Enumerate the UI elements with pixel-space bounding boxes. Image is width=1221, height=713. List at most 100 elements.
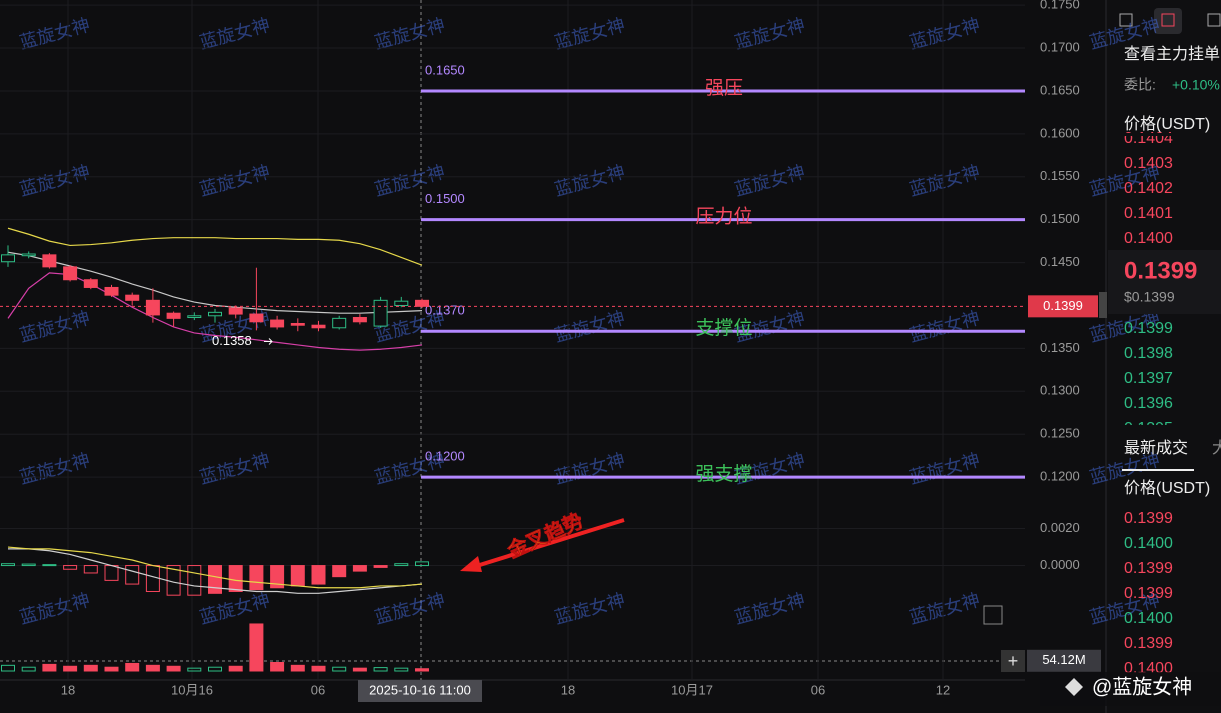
last-price-label: 0.1399 (1043, 298, 1083, 313)
macd-bar (394, 563, 409, 567)
y-tick-label: 0.0000 (1040, 557, 1080, 572)
x-tick-label: 10月16 (171, 682, 213, 697)
volume-bar (104, 666, 119, 672)
panel-text: 0.1396 (1124, 395, 1173, 412)
macd-bar (42, 564, 57, 567)
x-tick-label: 06 (811, 682, 825, 697)
last-bg (1108, 250, 1221, 314)
collapse-tab[interactable] (1099, 292, 1107, 318)
panel-text: 0.1400 (1124, 610, 1173, 627)
volume-bar (290, 664, 305, 672)
orderbook-panel (1106, 0, 1221, 713)
candle-body (352, 316, 367, 323)
volume-bar (228, 665, 243, 672)
chart: 18 10月16 06 18 10月17 06 12 2025-10-16 11:00 0.17… (0, 0, 1101, 702)
panel-text: 大 (1212, 439, 1221, 457)
panel-text: 0.1403 (1124, 155, 1173, 172)
crosshair-time-box (358, 680, 482, 702)
candle-body (290, 322, 305, 326)
indicator-line (8, 548, 423, 594)
candle-body (125, 294, 140, 301)
icon[interactable] (1119, 13, 1133, 27)
icon-active[interactable] (1154, 8, 1182, 34)
level-annotation: 压力位 (695, 206, 752, 228)
level-annotation: 强支撑 (695, 463, 752, 485)
y-tick-label: 0.1600 (1040, 125, 1080, 140)
candle-body (249, 313, 264, 323)
volume-bar (373, 667, 388, 672)
expand-icon[interactable] (983, 605, 1003, 625)
macd-bar (63, 565, 78, 570)
add-button[interactable] (1001, 650, 1025, 672)
candle-body (21, 253, 36, 257)
y-tick-label: 0.1550 (1040, 168, 1080, 183)
candle-body (1, 254, 15, 263)
candle-body (311, 324, 326, 329)
x-tick-label: 06 (311, 682, 325, 697)
macd-bar (228, 565, 243, 592)
icon[interactable] (1207, 13, 1221, 27)
x-tick-label: 18 (61, 682, 75, 697)
indicator-line (7, 227, 423, 266)
y-tick-label: 0.1450 (1040, 254, 1080, 269)
x-tick-label: 10月17 (671, 682, 713, 697)
candle-body (270, 319, 285, 328)
volume-bar (42, 663, 57, 672)
x-tick-label: 12 (936, 682, 950, 697)
macd-bar (125, 565, 140, 585)
last-price-tag (1028, 295, 1098, 318)
panel-text: 委比: (1124, 77, 1156, 93)
volume-bar (145, 664, 160, 672)
macd-bar (373, 565, 388, 568)
x-tick-label: 18 (561, 682, 575, 697)
level-annotation: 强压 (705, 78, 743, 99)
volume-bar (352, 667, 367, 672)
panel-text: 0.1399 (1124, 635, 1173, 652)
panel-text: 0.1402 (1124, 180, 1173, 197)
candle-body (166, 312, 181, 319)
candle-body (187, 315, 202, 318)
candle-body (83, 279, 98, 288)
volume-bar (311, 665, 326, 672)
panel-text: 0.1400 (1124, 230, 1173, 247)
asks-cover (1108, 133, 1221, 136)
volume-bar (21, 666, 36, 672)
panel-icons (1119, 8, 1221, 34)
candle-body (42, 254, 57, 268)
panel-text: 0.1404 (1124, 130, 1173, 147)
panel-text: 0.1400 (1124, 535, 1173, 552)
icon[interactable] (1161, 13, 1175, 27)
panel-text: +0.10% (1172, 77, 1220, 93)
volume-bar (208, 666, 222, 672)
y-tick-label: 0.1750 (1040, 0, 1080, 12)
panel-text: 0.1397 (1124, 370, 1173, 387)
plus-icon: + (1008, 651, 1019, 671)
macd-bar (290, 565, 305, 587)
y-tick-label: 0.1500 (1040, 211, 1080, 226)
level-label: 0.1370 (425, 303, 465, 318)
panel-text: 0.1401 (1124, 205, 1173, 222)
footer-logo: @蓝旋女神 (1040, 672, 1221, 706)
panel-text: 最新成交 (1124, 439, 1188, 457)
volume-bar (270, 662, 285, 672)
candle-body (415, 299, 429, 307)
logo (1065, 678, 1083, 696)
annotation-arrowhead (460, 556, 482, 572)
y-tick-label: 0.0020 (1040, 520, 1080, 535)
macd-bar (332, 565, 347, 578)
y-tick-label: 0.1200 (1040, 469, 1080, 484)
footer-text: @蓝旋女神 (1092, 675, 1192, 698)
panel-text: 价格(USDT) (1124, 479, 1210, 497)
volume-bar (1, 664, 15, 672)
macd-bar (270, 565, 285, 589)
panel-text: 0.1399 (1124, 560, 1173, 577)
candle-body (394, 300, 409, 306)
macd-bar (1, 563, 15, 567)
volume-bar (394, 667, 409, 672)
panel-text: 0.1399 (1124, 320, 1173, 337)
candle-body (373, 299, 388, 327)
macd-bar (311, 565, 326, 585)
